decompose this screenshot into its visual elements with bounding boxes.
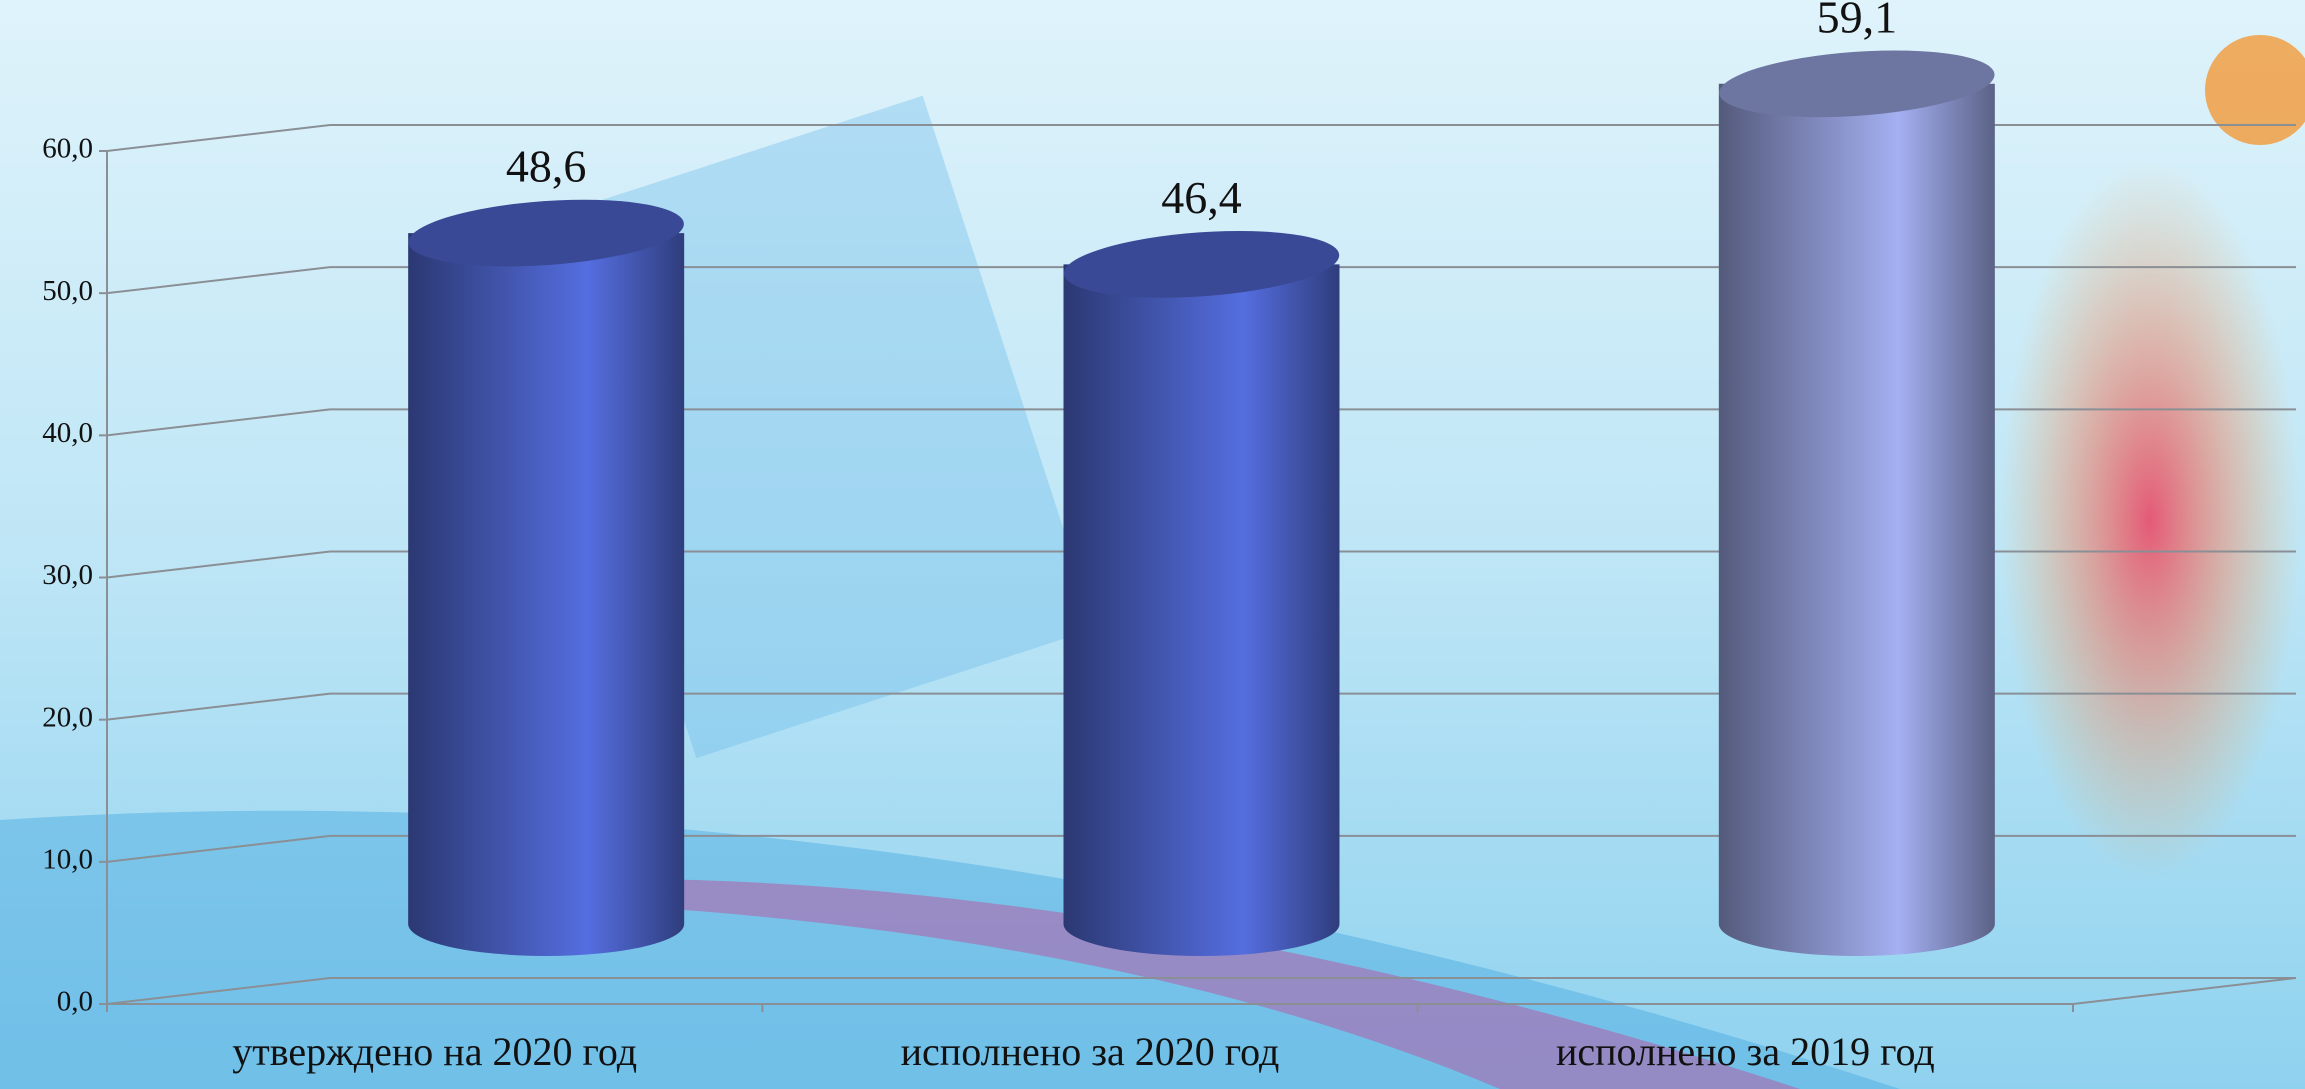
y-tick-label: 60,0 (42, 133, 93, 165)
bar-top (1719, 50, 1995, 118)
bar (1063, 231, 1340, 956)
bar-body (1063, 264, 1340, 956)
floor-edge (2072, 977, 2297, 1005)
y-tick-label: 0,0 (57, 986, 93, 1018)
x-tick-label: исполнено за 2020 год (901, 1029, 1280, 1074)
y-tick-label: 50,0 (42, 275, 93, 307)
bar-body (408, 233, 685, 956)
y-tick-label: 20,0 (42, 701, 93, 733)
y-tick-label: 10,0 (42, 843, 93, 875)
y-tick-label: 40,0 (42, 417, 93, 449)
x-tick-label: исполнено за 2019 год (1556, 1029, 1935, 1074)
grid-line-side (106, 692, 331, 721)
decor-wave (500, 878, 1800, 1089)
bar-body (1718, 83, 1995, 957)
y-tick-label: 30,0 (42, 559, 93, 591)
grid-line-side (106, 124, 331, 152)
grid-line-side (106, 550, 331, 579)
grid-line-side (106, 266, 331, 295)
grid-line-side (106, 408, 331, 437)
bar-top (408, 199, 684, 267)
grid-line-side (106, 977, 331, 1005)
decor-figure (2000, 160, 2300, 880)
plot: 0,0 10,0 20,0 30,0 40,0 50,0 60,0 утверждено на… (42, 0, 2297, 1074)
bar-top (1063, 231, 1340, 298)
bar (1718, 50, 1995, 957)
bar (408, 199, 685, 956)
value-label: 46,4 (1161, 172, 1242, 223)
value-label: 48,6 (506, 141, 587, 192)
x-tick-label: утверждено на 2020 год (232, 1029, 637, 1074)
value-label: 59,1 (1817, 0, 1898, 42)
decor-ball (2205, 35, 2305, 145)
grid-line-side (106, 834, 331, 863)
